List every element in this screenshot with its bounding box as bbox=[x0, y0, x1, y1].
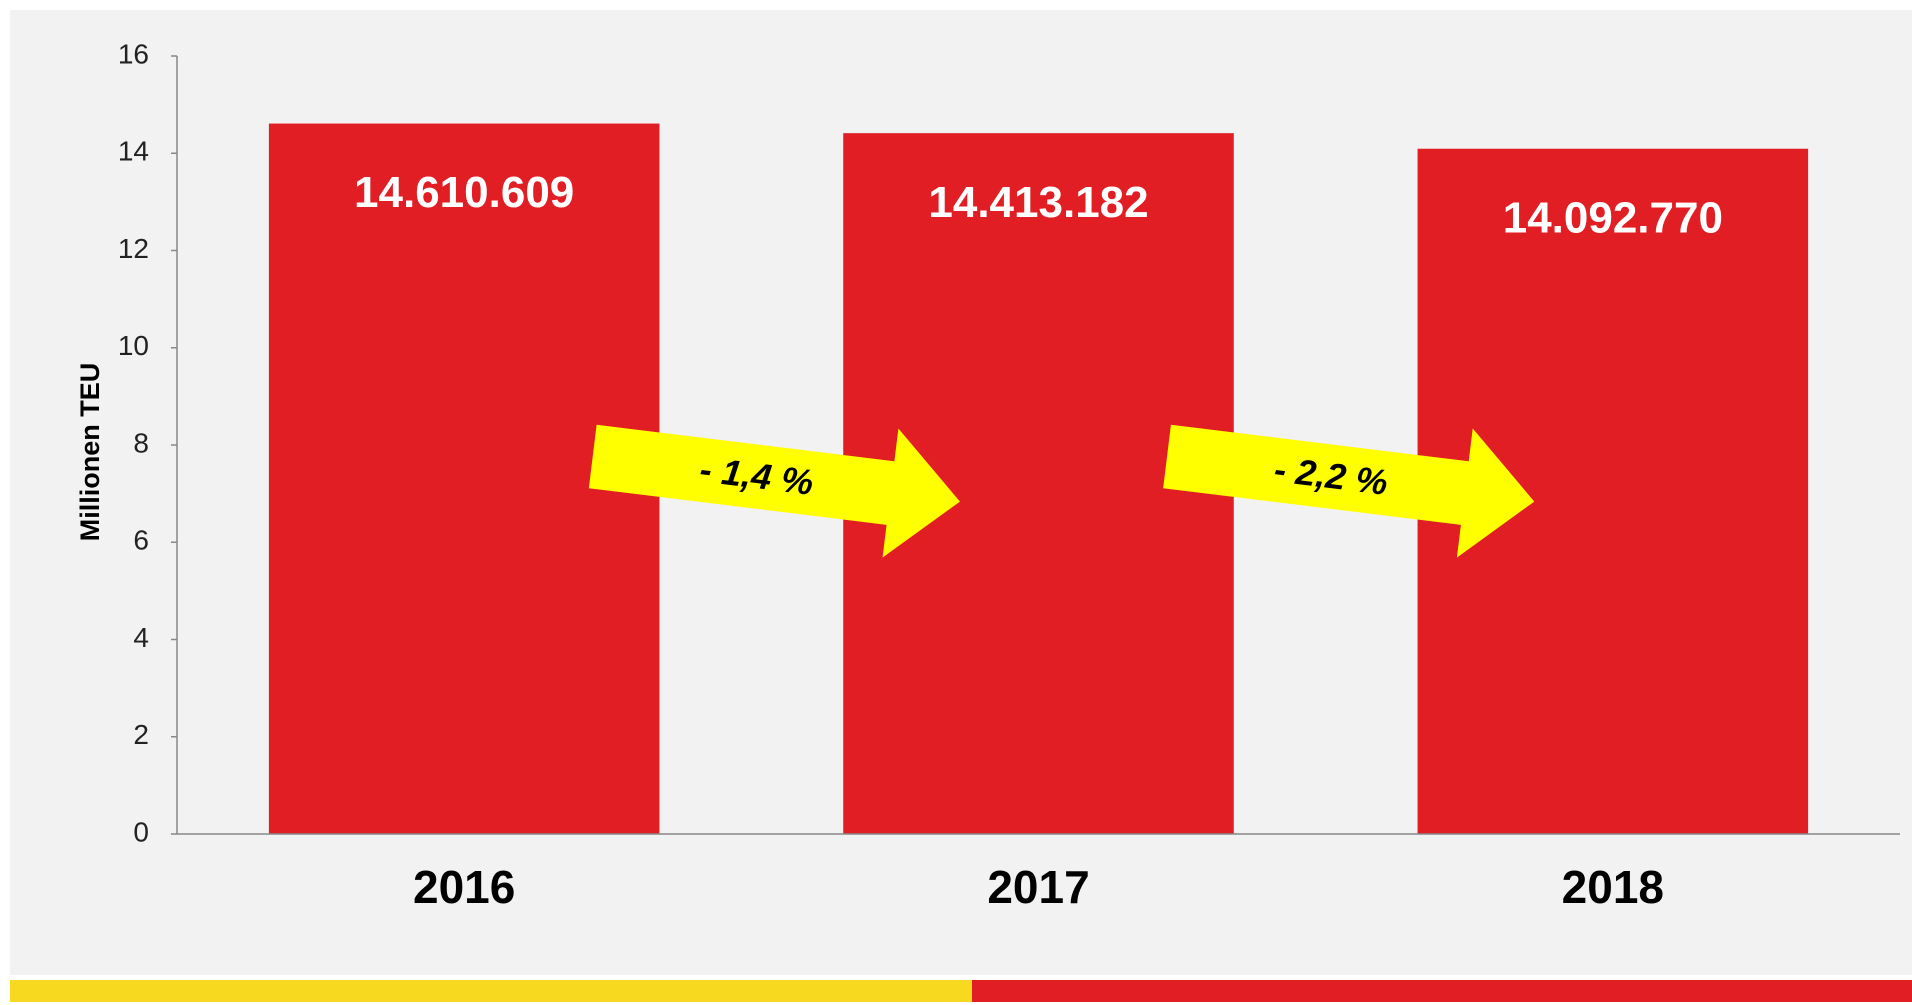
y-tick-label: 6 bbox=[133, 525, 149, 556]
y-tick-label: 8 bbox=[133, 427, 149, 458]
x-tick-label: 2018 bbox=[1562, 861, 1664, 913]
value-label: 14.610.609 bbox=[354, 168, 574, 217]
footer-stripe-red bbox=[972, 980, 1912, 1002]
y-tick-label: 2 bbox=[133, 719, 149, 750]
y-axis-title: Millionen TEU bbox=[75, 363, 105, 542]
value-label: 14.092.770 bbox=[1503, 193, 1723, 242]
value-label: 14.413.182 bbox=[928, 178, 1148, 227]
change-arrow: - 2,2 % bbox=[1163, 424, 1535, 558]
x-tick-label: 2016 bbox=[413, 861, 515, 913]
y-tick-label: 16 bbox=[118, 38, 149, 69]
y-tick-label: 4 bbox=[133, 622, 149, 653]
y-tick-label: 10 bbox=[118, 330, 149, 361]
arrow-shape bbox=[588, 424, 960, 558]
footer-stripe-yellow bbox=[10, 980, 972, 1002]
change-arrow: - 1,4 % bbox=[588, 424, 960, 558]
x-tick-label: 2017 bbox=[987, 861, 1089, 913]
arrow-shape bbox=[1163, 424, 1535, 558]
y-tick-label: 12 bbox=[118, 233, 149, 264]
y-tick-label: 0 bbox=[133, 816, 149, 847]
y-tick-label: 14 bbox=[118, 136, 149, 167]
